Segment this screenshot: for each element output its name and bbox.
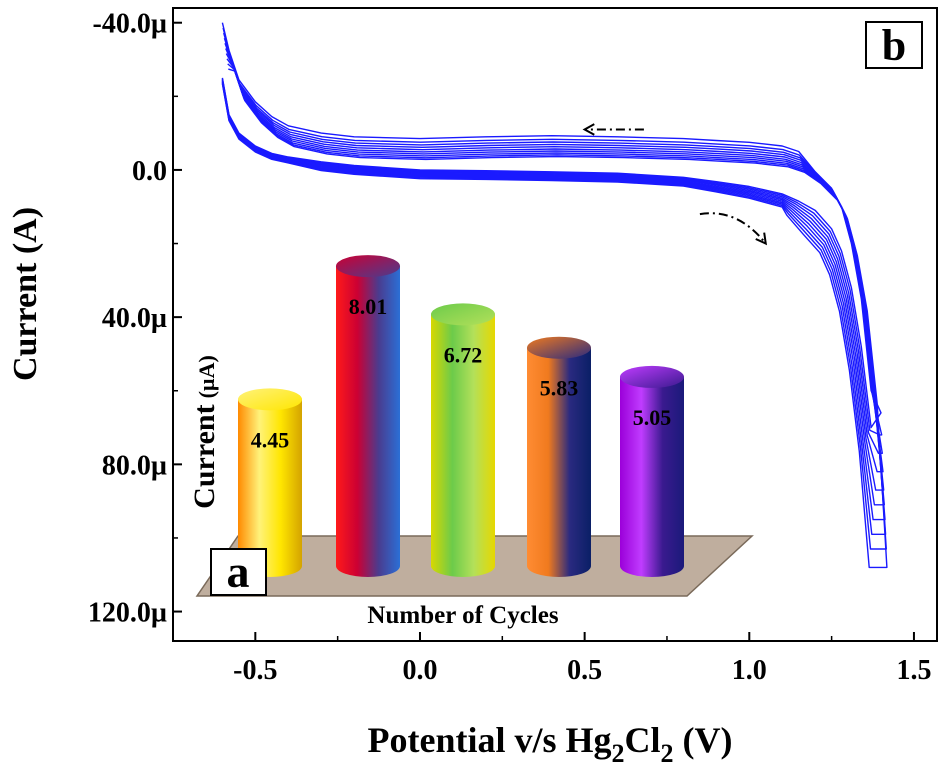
cv-cycle-line <box>221 53 886 521</box>
y-tick-label: 120.0µ <box>88 598 167 629</box>
inset-bar-value-label: 5.83 <box>540 376 579 401</box>
inset-bar-value-label: 5.05 <box>633 405 672 430</box>
inset-bar <box>336 266 400 577</box>
inset-bar-value-label: 6.72 <box>444 342 483 367</box>
panel-a-label: a <box>227 546 250 597</box>
cv-cycle-line <box>221 37 884 473</box>
reverse-scan-arrow-head <box>582 123 595 136</box>
inset-x-axis-label: Number of Cycles <box>367 602 558 629</box>
y-axis-ticks: -40.0µ 0.0 40.0µ 80.0µ 120.0µ <box>88 9 182 629</box>
y-tick-label: 0.0 <box>132 156 167 187</box>
inset-bar-top <box>620 365 684 388</box>
x-tick-label: 1.5 <box>896 655 931 686</box>
cv-cycle-line <box>221 58 887 535</box>
x-axis-label-sub1: 2 <box>612 739 625 768</box>
inset-bar-value-label: 4.45 <box>251 427 290 452</box>
inset-bar-chart: 4.458.016.725.835.05 a Number of Cycles … <box>188 255 754 629</box>
x-tick-label: 0.5 <box>567 655 602 686</box>
y-tick-label: 40.0µ <box>102 303 167 334</box>
x-axis-label-mid: Cl <box>625 720 661 760</box>
panel-a-box <box>210 548 267 596</box>
inset-bar-top <box>336 255 400 278</box>
x-axis-ticks: -0.5 0.0 0.5 1.0 1.5 <box>172 632 931 686</box>
inset-bar-top <box>431 303 495 326</box>
x-axis-label-sub2: 2 <box>661 739 674 768</box>
inset-bar-value-label: 8.01 <box>349 294 388 319</box>
x-tick-label: 1.0 <box>732 655 767 686</box>
scan-arrows <box>582 123 768 246</box>
cv-curves <box>221 22 888 569</box>
cv-cycle-line <box>221 27 883 436</box>
x-axis-label: Potential v/s Hg2Cl2 (V) <box>368 720 733 768</box>
cv-cycle-line <box>221 43 885 491</box>
inset-bar-top <box>238 388 302 411</box>
inset-bar-top <box>527 336 591 359</box>
y-tick-label: 80.0µ <box>102 450 167 481</box>
x-tick-label: 0.0 <box>402 655 437 686</box>
main-plot-frame <box>172 7 938 642</box>
cv-cycle-line <box>221 63 887 550</box>
y-tick-label: -40.0µ <box>93 9 167 40</box>
x-axis-label-main: Potential v/s Hg <box>368 720 612 760</box>
panel-b-box <box>865 21 923 69</box>
x-axis-label-tail: (V) <box>674 720 733 760</box>
inset-bars: 4.45 8.01 6.72 5.83 5.05 <box>238 255 684 577</box>
inset-bar <box>431 314 495 577</box>
inset-y-axis-label-unit: (µA) <box>194 355 219 398</box>
cv-cycle-line <box>221 22 882 429</box>
inset-bar <box>527 347 591 577</box>
inset-bar <box>238 399 302 577</box>
panel-b-label: b <box>882 21 906 70</box>
forward-scan-arrow <box>699 212 767 245</box>
inset-bar <box>620 376 684 577</box>
cv-cycle-line <box>221 68 888 569</box>
inset-y-axis-label-main: Current <box>188 404 221 508</box>
forward-scan-arrow-head <box>755 232 768 246</box>
y-axis-label: Current (A) <box>7 207 44 381</box>
inset-y-axis-label: Current (µA) <box>188 355 221 509</box>
cv-cycle-line <box>221 48 885 506</box>
x-tick-label: -0.5 <box>233 655 277 686</box>
